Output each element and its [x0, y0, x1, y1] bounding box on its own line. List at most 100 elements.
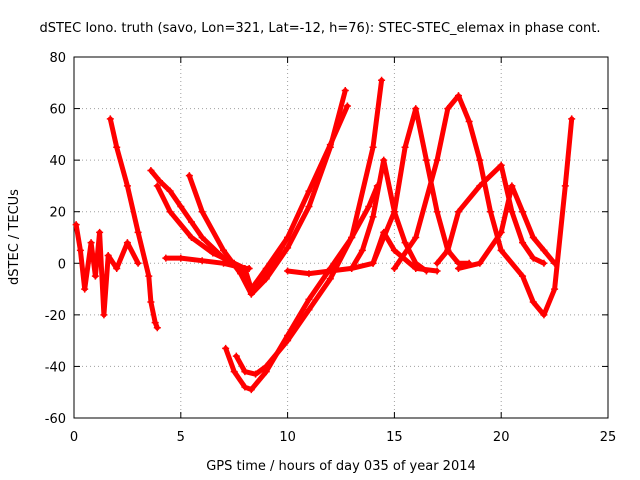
x-tick-label: 20	[493, 430, 510, 445]
data-point	[519, 272, 527, 280]
data-series	[72, 76, 576, 394]
data-point	[369, 143, 377, 151]
y-axis-label: dSTEC / TECUs	[7, 189, 22, 285]
y-tick-label: -60	[45, 412, 66, 427]
data-point	[284, 244, 292, 252]
data-point	[529, 254, 537, 262]
data-point	[106, 115, 114, 123]
data-point	[529, 234, 537, 241]
data-point	[147, 298, 155, 306]
data-point	[262, 270, 270, 278]
y-tick-label: 20	[49, 206, 66, 221]
data-point	[444, 105, 452, 113]
series-line	[148, 168, 252, 271]
data-point	[358, 246, 366, 254]
data-point	[343, 102, 351, 110]
data-point	[305, 306, 313, 314]
data-point	[262, 362, 270, 370]
series-line	[349, 157, 429, 274]
data-point	[155, 177, 163, 185]
data-point	[422, 267, 430, 275]
data-point	[198, 234, 206, 241]
data-point	[378, 76, 386, 84]
data-point	[508, 182, 516, 190]
data-point	[166, 208, 174, 216]
data-point	[96, 228, 104, 236]
series-line	[73, 222, 141, 318]
data-point	[100, 311, 108, 319]
data-point	[147, 166, 155, 174]
data-point	[476, 182, 484, 190]
data-point	[187, 234, 195, 241]
data-point	[412, 259, 420, 267]
data-point	[529, 298, 537, 306]
series-arc-n	[497, 115, 576, 319]
data-point	[412, 234, 420, 241]
axis-ticks: 0 5 10 15 20 25 -60 -40 -20 0 20 40 60 80	[45, 51, 617, 445]
data-point	[187, 218, 195, 226]
series-arc-o	[72, 221, 142, 319]
data-point	[162, 254, 170, 262]
data-point	[241, 264, 249, 272]
x-tick-label: 15	[386, 430, 403, 445]
data-point	[305, 203, 313, 211]
data-point	[113, 264, 121, 272]
data-point	[198, 257, 206, 265]
data-point	[153, 324, 161, 332]
data-point	[153, 182, 161, 190]
x-tick-label: 5	[177, 430, 185, 445]
x-axis-label: GPS time / hours of day 035 of year 2014	[206, 459, 476, 474]
data-point	[487, 208, 495, 216]
data-point	[401, 239, 409, 247]
data-point	[220, 259, 228, 267]
data-point	[540, 311, 548, 319]
data-point	[454, 208, 462, 216]
series-arc-e	[162, 102, 351, 293]
data-point	[465, 117, 473, 125]
data-point	[209, 249, 217, 257]
plot-frame	[73, 56, 609, 419]
data-point	[540, 246, 548, 254]
data-point	[284, 337, 292, 345]
data-point	[348, 264, 356, 272]
grid	[74, 57, 608, 418]
series-line	[456, 183, 558, 271]
y-tick-label: -20	[45, 309, 66, 324]
data-point	[476, 156, 484, 164]
series-arc-g	[232, 76, 386, 378]
data-point	[422, 156, 430, 164]
data-point	[145, 272, 153, 280]
data-point	[348, 234, 356, 241]
data-point	[433, 267, 441, 275]
data-point	[433, 259, 441, 267]
data-point	[284, 267, 292, 275]
data-point	[305, 270, 313, 278]
y-tick-label: -40	[45, 360, 66, 375]
data-point	[81, 285, 89, 293]
data-point	[540, 259, 548, 267]
data-point	[134, 259, 142, 267]
data-point	[305, 295, 313, 303]
series-arc-j	[369, 105, 473, 267]
data-point	[237, 270, 245, 278]
data-point	[241, 368, 249, 376]
data-point	[433, 156, 441, 164]
data-point	[568, 115, 576, 123]
data-point	[284, 234, 292, 241]
data-point	[241, 383, 249, 391]
series-line	[163, 103, 350, 292]
series-arc-m	[454, 182, 559, 272]
data-point	[454, 264, 462, 272]
data-point	[412, 105, 420, 113]
series-arc-b	[147, 166, 253, 272]
data-point	[222, 344, 230, 352]
series-line	[186, 88, 348, 297]
data-point	[390, 246, 398, 254]
data-point	[519, 208, 527, 216]
data-point	[247, 386, 255, 394]
data-point	[185, 172, 193, 180]
data-point	[508, 208, 516, 216]
y-tick-label: 80	[49, 51, 66, 66]
data-point	[305, 187, 313, 195]
data-point	[365, 203, 373, 211]
